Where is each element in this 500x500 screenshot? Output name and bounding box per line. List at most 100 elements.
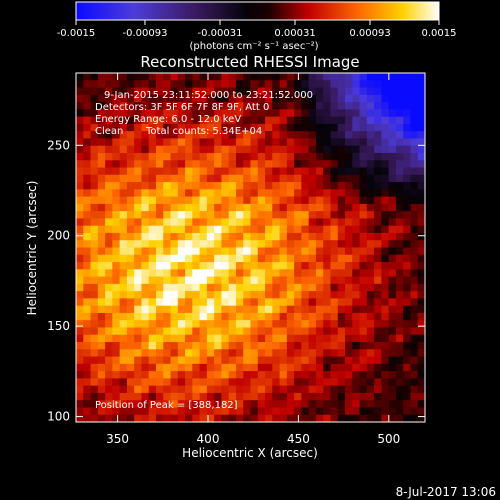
heatmap-cell [163,189,172,198]
heatmap-cell [395,109,404,118]
heatmap-cell [265,167,273,176]
heatmap-cell [308,196,317,205]
heatmap-cell [366,334,375,343]
heatmap-cell [301,73,310,81]
heatmap-cell [126,334,135,343]
heatmap-cell [294,189,302,198]
heatmap-cell [192,283,201,292]
heatmap-cell [206,109,215,118]
heatmap-cell [403,247,412,256]
heatmap-cell [228,240,237,249]
heatmap-cell [359,298,368,307]
heatmap-cell [345,378,353,387]
heatmap-cell [381,196,390,205]
heatmap-cell [76,342,84,350]
heatmap-cell [105,378,113,387]
heatmap-cell [228,312,237,321]
heatmap-cell [148,211,157,220]
plot-frame [75,72,426,423]
heatmap-cell [257,269,266,278]
heatmap-cell [243,211,252,220]
heatmap-cell [315,80,324,89]
heatmap-cell [141,247,150,256]
heatmap-cell [374,218,382,227]
heatmap-cell [410,349,419,358]
heatmap-cell [301,138,310,147]
heatmap-cell [279,414,288,422]
heatmap-cell [83,102,92,110]
heatmap-cell [206,385,215,394]
heatmap-cell [272,298,281,307]
heatmap-cell [105,87,113,96]
heatmap-cell [141,407,150,416]
heatmap-cell [374,334,382,343]
heatmap-cell [294,87,302,96]
heatmap-cell [352,385,361,394]
heatmap-cell [294,218,302,227]
heatmap-cell [410,298,419,307]
heatmap-cell [294,305,302,314]
heatmap-cell [388,400,397,409]
heatmap-cell [192,182,201,190]
heatmap-cell [359,371,368,379]
heatmap-cell [221,262,230,270]
heatmap-cell [323,291,332,299]
heatmap-cell [265,385,273,394]
heatmap-cell [374,189,382,198]
heatmap-cell [141,182,150,190]
heatmap-cell [170,269,179,278]
heatmap-cell [366,400,375,409]
heatmap-cell [272,269,281,278]
heatmap-cell [170,116,179,125]
heatmap-cell [97,320,106,329]
heatmap-cell [403,334,412,343]
heatmap-cell [272,262,281,270]
heatmap-cell [170,152,179,161]
heatmap-cell [163,392,172,401]
heatmap-cell [97,152,106,161]
heatmap-cell [192,94,201,103]
heatmap-cell [381,334,390,343]
heatmap-cell [388,145,397,154]
heatmap-cell [126,196,135,205]
heatmap-cell [388,203,397,212]
heatmap-cell [352,349,361,358]
heatmap-cell [206,298,215,307]
heatmap-cell [279,298,288,307]
heatmap-cell [388,211,397,220]
heatmap-cell [395,152,404,161]
heatmap-cell [235,283,244,292]
heatmap-cell [395,131,404,140]
heatmap-cell [97,203,106,212]
heatmap-cell [170,145,179,154]
heatmap-cell [206,378,215,387]
heatmap-cell [206,247,215,256]
heatmap-cell [148,94,157,103]
heatmap-cell [286,269,295,278]
heatmap-cell [119,320,128,329]
heatmap-cell [330,116,339,125]
heatmap-cell [265,320,273,329]
heatmap-cell [206,218,215,227]
heatmap-cell [395,174,404,183]
heatmap-cell [403,407,412,416]
heatmap-cell [126,160,135,169]
heatmap-cell [257,385,266,394]
heatmap-cell [97,189,106,198]
heatmap-cell [250,189,259,198]
heatmap-cell [315,349,324,358]
heatmap-cell [97,94,106,103]
heatmap-cell [279,94,288,103]
heatmap-cell [345,312,353,321]
heatmap-cell [76,262,84,270]
heatmap-cell [403,160,412,169]
heatmap-cell [228,152,237,161]
heatmap-cell [330,334,339,343]
heatmap-cell [214,145,223,154]
heatmap-cell [381,269,390,278]
heatmap-cell [228,138,237,147]
heatmap-cell [235,378,244,387]
heatmap-cell [345,262,353,270]
heatmap-cell [250,145,259,154]
heatmap-cell [381,254,390,263]
